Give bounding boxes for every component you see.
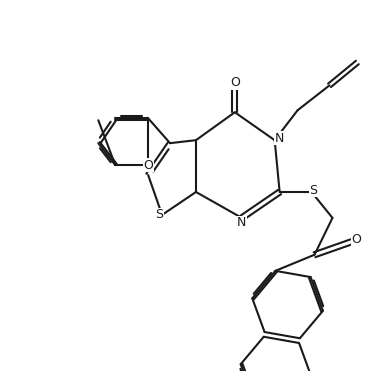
Text: O: O xyxy=(143,158,153,171)
Text: S: S xyxy=(310,184,317,197)
Text: N: N xyxy=(237,216,247,229)
Text: O: O xyxy=(230,76,240,89)
Text: O: O xyxy=(351,233,361,246)
Text: S: S xyxy=(155,208,163,221)
Text: N: N xyxy=(275,132,284,145)
